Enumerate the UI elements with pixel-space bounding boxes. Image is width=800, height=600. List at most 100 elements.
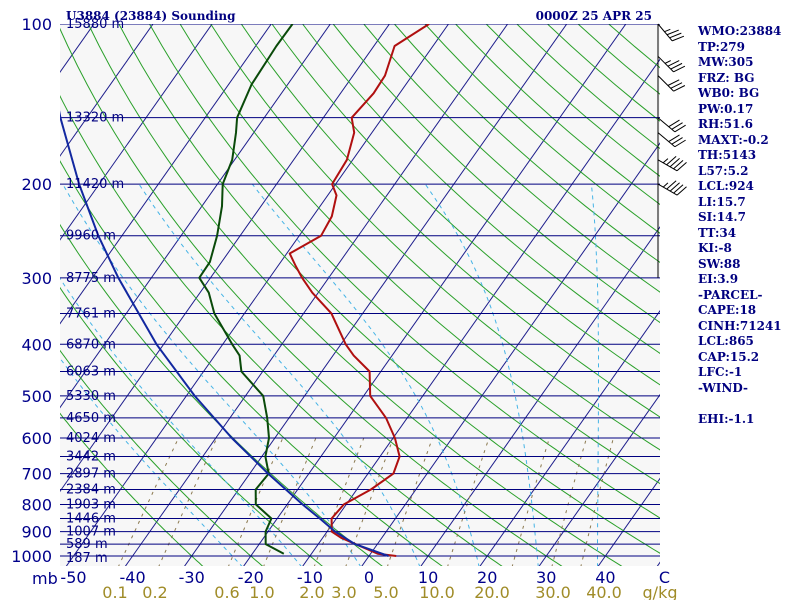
- index-line: LFC:-1: [698, 365, 743, 379]
- barb-flag: [676, 162, 687, 172]
- moist-adiabat-line: [138, 183, 421, 566]
- temperature-tick-label: -30: [179, 568, 205, 587]
- dry-adiabat-line: [302, 24, 660, 354]
- pressure-tick-label: 500: [21, 387, 52, 406]
- index-line: WMO:23884: [698, 24, 782, 38]
- chart-grid: [0, 12, 660, 567]
- mixing-ratio-line: [228, 437, 284, 566]
- index-line: LCL:865: [698, 334, 754, 348]
- mixing-ratio-line: [263, 437, 317, 566]
- barb-half-flag: [664, 60, 671, 64]
- height-label: 6063 m: [66, 365, 116, 380]
- pressure-tick-label: 400: [21, 335, 52, 354]
- dry-adiabat-line: [332, 24, 660, 324]
- height-label: 8775 m: [66, 271, 116, 286]
- barb-flag: [674, 124, 686, 133]
- mixing-ratio-label: 0.6: [214, 583, 239, 600]
- height-label: 1446 m: [66, 512, 116, 527]
- isotherm-line: [60, 24, 391, 493]
- pressure-tick-label: 700: [21, 465, 52, 484]
- mixing-ratio-line: [345, 437, 394, 566]
- parcel-trace: [60, 110, 389, 557]
- mixing-ratio-label: 0.2: [142, 583, 167, 600]
- dry-adiabat-line: [179, 24, 660, 485]
- temperature-tick-label: 0: [364, 568, 374, 587]
- index-line: PW:0.17: [698, 101, 754, 116]
- temperature-trace: [288, 24, 430, 557]
- barb-flag: [670, 82, 683, 89]
- barb-flag: [673, 65, 686, 73]
- index-line: TP:279: [698, 39, 746, 54]
- dry-adiabat-line: [394, 24, 660, 264]
- index-line: TH:5143: [698, 148, 757, 162]
- index-line: EI:3.9: [698, 272, 739, 286]
- isotherm-line: [60, 24, 154, 157]
- moist-adiabat-line: [590, 184, 599, 566]
- chart-series: [60, 24, 430, 557]
- barb-flag: [666, 180, 677, 190]
- wind-barb: [657, 117, 686, 133]
- isotherm-line: [479, 309, 660, 566]
- height-label: 11420 m: [66, 177, 124, 192]
- dry-adiabat-line: [363, 24, 660, 293]
- dry-adiabat-line: [149, 24, 660, 519]
- plot-background: [60, 24, 660, 566]
- mixing-ratio-line: [118, 437, 179, 566]
- barb-flag: [667, 60, 680, 67]
- dry-adiabat-line: [60, 349, 264, 566]
- temperature-tick-label: -10: [297, 568, 323, 587]
- isotherm-line: [243, 24, 627, 566]
- height-label: 4650 m: [66, 411, 116, 426]
- barb-flag: [669, 158, 680, 168]
- barb-flag: [670, 62, 683, 70]
- pressure-tick-label: 100: [21, 15, 52, 34]
- height-label: 1007 m: [66, 525, 116, 540]
- index-line: TT:34: [698, 225, 737, 240]
- pressure-tick-label: 800: [21, 495, 52, 514]
- height-label: 589 m: [66, 537, 108, 552]
- indices-panel: WMO:23884 TP:279 MW:305 FRZ: BG WB0: BG PW:0.…: [698, 24, 800, 427]
- moist-adiabat-line: [251, 183, 480, 566]
- mixing-ratio-label: 2.0: [299, 583, 324, 600]
- wind-barb: [657, 75, 686, 92]
- moist-adiabat-line: [424, 183, 539, 566]
- isotherm-line: [0, 12, 43, 567]
- barb-flag: [669, 182, 680, 192]
- height-label: 2384 m: [66, 483, 116, 498]
- barb-half-flag: [664, 28, 671, 33]
- index-line: KI:-8: [698, 241, 732, 255]
- barb-flag: [671, 122, 683, 130]
- wind-barb: [657, 23, 685, 42]
- moist-adiabat-line: [60, 277, 302, 566]
- barb-flag: [671, 137, 683, 145]
- index-line: MW:305: [698, 55, 754, 69]
- mixing-ratio-line: [580, 437, 614, 566]
- temperature-tick-label: 30: [536, 568, 556, 587]
- wind-barb: [657, 156, 687, 172]
- barb-staff: [657, 159, 678, 172]
- index-line: WB0: BG: [698, 86, 760, 100]
- index-line: L57:5.2: [698, 163, 749, 178]
- mixing-ratio-line: [511, 437, 550, 566]
- index-line: CINH:71241: [698, 318, 782, 333]
- mixing-ratio-label: 20.0: [474, 583, 510, 600]
- temperature-tick-label: 20: [477, 568, 497, 587]
- mixing-ratio-label: 5.0: [373, 583, 398, 600]
- pressure-tick-label: 1000: [11, 547, 52, 566]
- isotherm-line: [60, 24, 213, 241]
- height-label: 9960 m: [66, 229, 116, 244]
- mixing-ratio-line: [551, 437, 587, 566]
- barb-flag: [668, 134, 680, 143]
- barb-half-flag: [662, 182, 669, 188]
- barb-flag: [671, 35, 685, 42]
- barb-flag: [673, 85, 686, 92]
- pressure-tick-label: 300: [21, 269, 52, 288]
- barb-flag: [676, 186, 687, 196]
- isotherm-line: [60, 24, 331, 409]
- wind-barb: [657, 132, 686, 148]
- temperature-tick-label: -40: [120, 568, 146, 587]
- pressure-tick-label: 600: [21, 429, 52, 448]
- mixing-ratio-label: 10.0: [419, 583, 455, 600]
